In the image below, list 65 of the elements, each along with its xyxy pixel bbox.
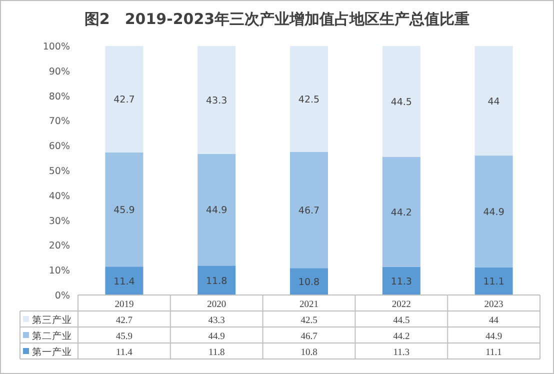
legend-label: 第三产业 [32, 314, 72, 326]
legend-label: 第二产业 [32, 330, 72, 342]
data-label: 11.3 [393, 348, 410, 358]
data-label: 44.9 [208, 332, 226, 342]
y-tick-label: 70% [48, 116, 70, 128]
bar [382, 266, 420, 295]
y-tick-label: 20% [48, 240, 70, 252]
annotation: 42.5 [298, 94, 320, 106]
y-tick-label: 10% [48, 266, 70, 277]
data-label: 44.2 [393, 332, 410, 342]
x-tick-label: 2022 [392, 300, 412, 310]
annotation: 45.9 [114, 204, 135, 216]
bar [474, 46, 513, 156]
x-tick-label: 2023 [484, 300, 504, 310]
annotation: 44.9 [206, 205, 228, 216]
legend-label: 第一产业 [32, 346, 72, 358]
bar [105, 152, 144, 267]
data-label: 42.5 [300, 316, 318, 326]
annotation: 46.7 [298, 205, 320, 216]
bar [474, 267, 513, 295]
annotation: 11.1 [483, 276, 504, 288]
data-label: 42.7 [116, 316, 133, 326]
annotation: 11.4 [114, 276, 135, 288]
annotation: 44.5 [390, 96, 412, 108]
data-label: 43.3 [208, 316, 226, 326]
y-tick-label: 90% [48, 66, 70, 78]
bar [290, 268, 328, 295]
annotation: 43.3 [206, 95, 228, 106]
data-label: 11.1 [486, 348, 502, 358]
data-label: 44.5 [393, 316, 410, 326]
y-tick-label: 40% [48, 190, 70, 202]
data-label: 44 [489, 316, 499, 326]
bar [105, 46, 144, 152]
annotation: 44 [488, 96, 500, 108]
y-tick-label: 100% [42, 42, 70, 52]
data-label: 10.8 [300, 348, 318, 358]
data-label: 46.7 [300, 332, 318, 342]
annotation: 44.2 [390, 207, 412, 218]
bar [198, 266, 236, 295]
bar [382, 46, 420, 157]
annotation: 44.9 [483, 206, 504, 218]
annotation: 11.3 [390, 276, 412, 288]
annotation: 11.8 [206, 276, 228, 287]
chart-title: 图2 2019-2023年三次产业增加值占地区生产总值比重 [84, 10, 470, 28]
x-tick-label: 2021 [300, 300, 319, 310]
y-tick-label: 30% [48, 216, 70, 227]
bar [474, 156, 513, 268]
x-tick-label: 2020 [207, 300, 226, 310]
annotation: 10.8 [298, 277, 320, 288]
data-label: 11.4 [116, 348, 133, 358]
bar [198, 46, 236, 154]
bar [290, 152, 328, 268]
y-tick-label: 60% [48, 141, 70, 152]
data-label: 45.9 [116, 332, 133, 342]
data-label: 44.9 [485, 332, 502, 342]
bar [198, 154, 236, 266]
y-tick-label: 0% [54, 290, 70, 302]
bar [290, 46, 328, 152]
annotation: 42.7 [114, 94, 135, 106]
bar [105, 266, 144, 295]
y-tick-label: 80% [48, 91, 70, 102]
bar [382, 156, 420, 267]
data-label: 11.8 [208, 348, 225, 358]
x-tick-label: 2019 [114, 300, 134, 310]
y-tick-label: 50% [48, 166, 70, 177]
